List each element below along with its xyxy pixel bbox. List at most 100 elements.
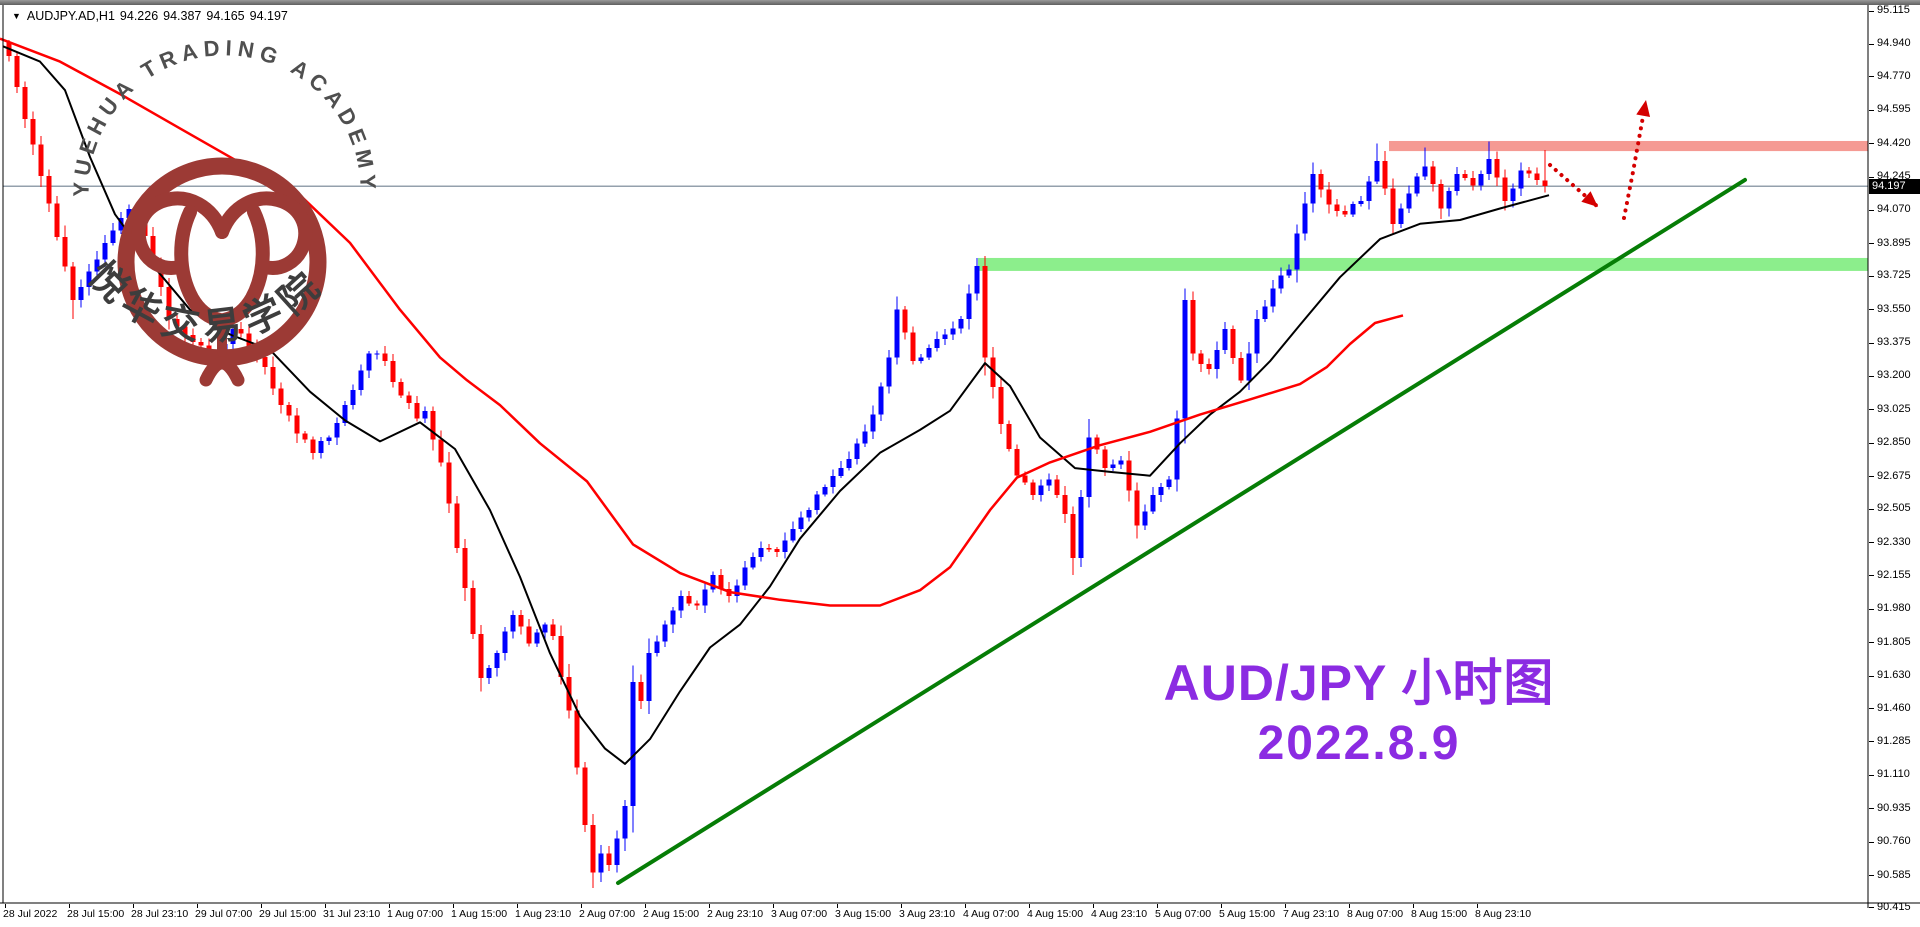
price-axis-label: 93.725 <box>1877 269 1911 282</box>
candle-body <box>1094 437 1100 450</box>
candle-body <box>94 259 100 272</box>
time-axis-label: 8 Aug 23:10 <box>1475 908 1532 920</box>
time-axis-tick <box>197 904 198 908</box>
candle-body <box>1414 176 1420 194</box>
price-axis-tick <box>1869 575 1874 577</box>
window-top-border <box>0 0 1920 5</box>
price-axis-tick <box>1869 741 1874 743</box>
time-axis-tick <box>389 904 390 908</box>
candle-body <box>1430 166 1436 185</box>
time-axis-label: 4 Aug 23:10 <box>1091 908 1148 920</box>
candle-body <box>422 410 428 419</box>
candle-body <box>70 266 76 301</box>
price-axis-label: 91.630 <box>1877 669 1911 682</box>
candle-body <box>638 681 644 701</box>
candle-body <box>470 588 476 635</box>
time-axis-label: 5 Aug 15:00 <box>1219 908 1276 920</box>
candle-body <box>774 548 780 553</box>
time-axis-tick <box>1157 904 1158 908</box>
time-axis-label: 29 Jul 15:00 <box>259 908 317 920</box>
chart-title-annotation: AUD/JPY 小时图 2022.8.9 <box>1104 652 1614 774</box>
candle-body <box>1022 475 1028 483</box>
time-axis-label: 7 Aug 23:10 <box>1283 908 1340 920</box>
current-price-tag: 94.197 <box>1869 178 1920 194</box>
candle-body <box>878 386 884 415</box>
price-axis-label: 94.420 <box>1877 136 1911 149</box>
price-axis-tick <box>1869 209 1874 211</box>
candle-body <box>814 494 820 511</box>
price-axis-label: 93.895 <box>1877 236 1911 249</box>
candle-body <box>438 439 444 463</box>
time-axis-tick <box>709 904 710 908</box>
time-axis-label: 28 Jul 2022 <box>3 908 58 920</box>
candle-body <box>118 218 124 231</box>
candle-body <box>1238 357 1244 381</box>
candle-body <box>78 286 84 301</box>
time-axis-label: 2 Aug 07:00 <box>579 908 636 920</box>
candle-body <box>646 653 652 701</box>
candle-body <box>1510 188 1516 201</box>
symbol-info-bar: ▼ AUDJPY.AD,H1 94.226 94.387 94.165 94.197 <box>12 9 288 23</box>
candle-body <box>926 347 932 358</box>
price-axis-label: 92.330 <box>1877 535 1911 548</box>
candle-body <box>62 237 68 267</box>
candle-body <box>1318 174 1324 190</box>
candle-body <box>582 767 588 825</box>
candle-body <box>854 443 860 459</box>
time-axis[interactable]: 28 Jul 2022 28 Jul 15:00 28 Jul 23:10 29 Ju… <box>0 904 1920 927</box>
candle-body <box>102 242 108 260</box>
candle-body <box>1006 424 1012 449</box>
candle-body <box>342 405 348 423</box>
candles-layer <box>6 39 1548 888</box>
time-axis-tick <box>901 904 902 908</box>
candle-body <box>1174 418 1180 480</box>
candle-body <box>830 475 836 488</box>
price-axis-label: 90.585 <box>1877 868 1911 881</box>
price-axis-tick <box>1869 542 1874 544</box>
candle-body <box>1446 190 1452 209</box>
price-axis-tick <box>1869 409 1874 411</box>
candle-body <box>990 357 996 387</box>
price-axis-tick <box>1869 476 1874 478</box>
candle-body <box>1270 288 1276 307</box>
candle-body <box>1518 170 1524 189</box>
candle-body <box>1262 306 1268 320</box>
candle-body <box>1326 189 1332 205</box>
price-axis-tick <box>1869 309 1874 311</box>
ohlc-open: 94.226 <box>119 9 159 23</box>
candle-body <box>1462 174 1468 178</box>
candle-body <box>1014 448 1020 476</box>
time-axis-label: 4 Aug 15:00 <box>1027 908 1084 920</box>
price-axis[interactable]: 95.115 94.940 94.770 94.595 94.420 94.245 94.0… <box>1869 0 1920 927</box>
candle-body <box>782 540 788 553</box>
price-axis-tick <box>1869 907 1874 909</box>
price-axis-tick <box>1869 375 1874 377</box>
candle-body <box>1086 437 1092 498</box>
candle-body <box>1302 203 1308 234</box>
candle-body <box>414 402 420 419</box>
time-axis-tick <box>5 904 6 908</box>
time-axis-tick <box>1413 904 1414 908</box>
symbol-dropdown-icon[interactable]: ▼ <box>12 11 21 21</box>
candle-body <box>1494 158 1500 178</box>
candle-body <box>1486 158 1492 175</box>
price-axis-tick <box>1869 243 1874 245</box>
candle-body <box>678 595 684 611</box>
price-axis-label: 93.375 <box>1877 336 1911 349</box>
candle-body <box>1342 210 1348 215</box>
candle-body <box>622 805 628 839</box>
candle-body <box>606 853 612 866</box>
time-axis-tick <box>1029 904 1030 908</box>
watermark-logo: YUEHUA TRADING ACADEMY 悦华交易学院 <box>68 35 375 387</box>
candle-body <box>454 503 460 549</box>
candle-body <box>302 433 308 440</box>
candle-body <box>1038 485 1044 495</box>
candle-body <box>1102 449 1108 469</box>
candle-body <box>1254 319 1260 354</box>
time-axis-label: 2 Aug 23:10 <box>707 908 764 920</box>
candle-body <box>382 353 388 362</box>
candle-body <box>294 415 300 434</box>
candle-body <box>742 567 748 586</box>
candle-body <box>1190 300 1196 354</box>
